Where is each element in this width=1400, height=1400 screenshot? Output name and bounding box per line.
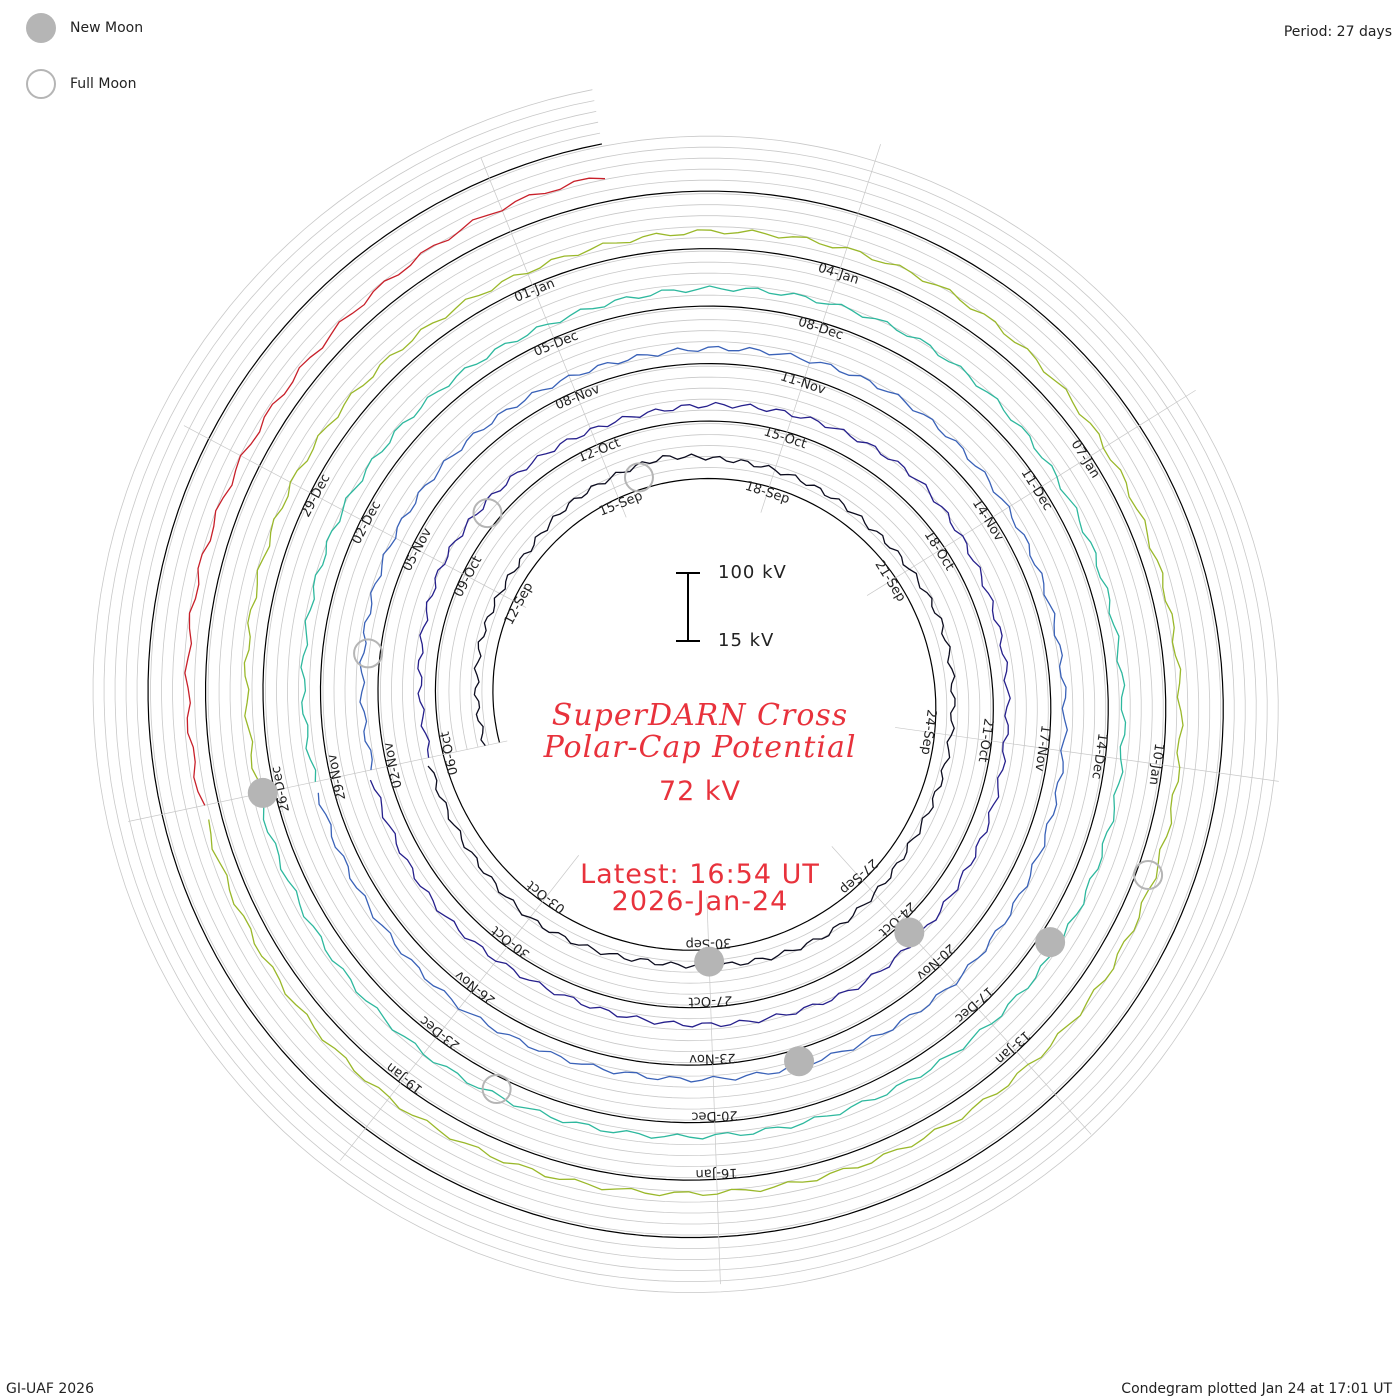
footer-credit: GI-UAF 2026 <box>6 1381 94 1397</box>
date-label: 15-Oct <box>762 424 809 452</box>
new-moon-marker <box>894 917 925 948</box>
series-trace-2026-Jan-19 <box>184 177 606 806</box>
date-label: 11-Dec <box>1018 466 1055 513</box>
latest-date: 2026-Jan-24 <box>611 886 789 917</box>
date-label: 30-Oct <box>489 923 533 962</box>
day-spoke <box>128 740 508 822</box>
new-moon-label: New Moon <box>70 20 144 36</box>
date-label: 01-Jan <box>512 276 557 306</box>
date-label: 13-Jan <box>992 1027 1033 1066</box>
full-moon-marker <box>481 1073 512 1104</box>
date-label: 07-Jan <box>1068 438 1103 482</box>
date-label: 27-Oct <box>688 992 733 1009</box>
full-moon-label: Full Moon <box>70 76 137 92</box>
date-label: 18-Oct <box>921 528 957 573</box>
new-moon-icon <box>26 13 56 43</box>
current-potential-value: 72 kV <box>658 776 742 807</box>
new-moon-marker <box>1035 927 1066 958</box>
full-moon-marker <box>472 498 503 529</box>
date-label: 12-Oct <box>576 436 622 466</box>
scale-bottom-label: 15 kV <box>718 630 775 651</box>
new-moon-marker <box>784 1046 815 1077</box>
date-label: 17-Dec <box>952 983 997 1025</box>
full-moon-icon <box>26 69 56 99</box>
legend-full-moon: Full Moon <box>26 69 136 99</box>
date-label: 26-Nov <box>452 967 498 1008</box>
date-label: 24-Sep <box>918 708 939 755</box>
day-spoke <box>895 727 1279 782</box>
date-label: 10-Jan <box>1146 742 1167 786</box>
date-label: 14-Nov <box>969 497 1007 545</box>
date-label: 08-Dec <box>796 315 845 344</box>
day-spoke <box>339 855 579 1161</box>
date-label: 14-Dec <box>1088 732 1109 780</box>
spiral-grid-line <box>136 132 1235 1249</box>
date-label: 21-Oct <box>975 717 996 763</box>
day-spoke <box>480 157 627 518</box>
spiral-grid-line <box>103 100 1268 1282</box>
period-label: Period: 27 days <box>1283 24 1392 40</box>
series-trace-2025-Oct-30 <box>317 345 1068 1083</box>
spiral-baseline <box>147 143 1224 1239</box>
day-spoke <box>831 846 1092 1135</box>
chart-title-line2: Polar-Cap Potential <box>543 730 857 765</box>
date-label: 12-Sep <box>502 580 537 627</box>
series-trace-2025-Oct-03 <box>369 401 1011 1028</box>
chart-title-line1: SuperDARN Cross <box>551 698 849 733</box>
new-moon-marker <box>247 777 278 808</box>
spiral-grid-line <box>125 121 1246 1260</box>
date-label: 20-Nov <box>913 940 958 983</box>
date-label: 30-Sep <box>685 935 731 952</box>
full-moon-marker <box>623 462 654 493</box>
legend-new-moon: New Moon <box>26 13 143 43</box>
day-spoke <box>866 389 1196 596</box>
date-label: 11-Nov <box>778 369 827 398</box>
date-label: 23-Dec <box>417 1012 463 1052</box>
full-moon-marker <box>353 638 384 669</box>
day-spoke <box>760 143 881 513</box>
new-moon-marker <box>694 946 725 977</box>
scale-top-label: 100 kV <box>718 562 787 583</box>
spiral-grid-line <box>114 111 1257 1271</box>
series-trace-2025-Sep-06 <box>427 453 956 969</box>
footer-plotted-time: Condegram plotted Jan 24 at 17:01 UT <box>1121 1381 1392 1397</box>
date-label: 05-Dec <box>532 329 581 360</box>
series-trace-2025-Dec-23 <box>208 229 1184 1197</box>
series-trace-2025-Nov-26 <box>262 285 1127 1140</box>
full-moon-marker <box>1133 860 1164 891</box>
date-label: 18-Sep <box>743 479 791 507</box>
date-label: 23-Nov <box>689 1050 736 1067</box>
date-label: 20-Dec <box>691 1107 738 1124</box>
latest-time: Latest: 16:54 UT <box>580 859 820 890</box>
date-label: 17-Nov <box>1031 724 1052 773</box>
date-label: 04-Jan <box>816 261 861 288</box>
date-label: 19-Jan <box>384 1059 426 1097</box>
date-label: 16-Jan <box>695 1165 737 1181</box>
scale-bar <box>676 572 700 642</box>
spiral-grid-line <box>92 89 1279 1293</box>
